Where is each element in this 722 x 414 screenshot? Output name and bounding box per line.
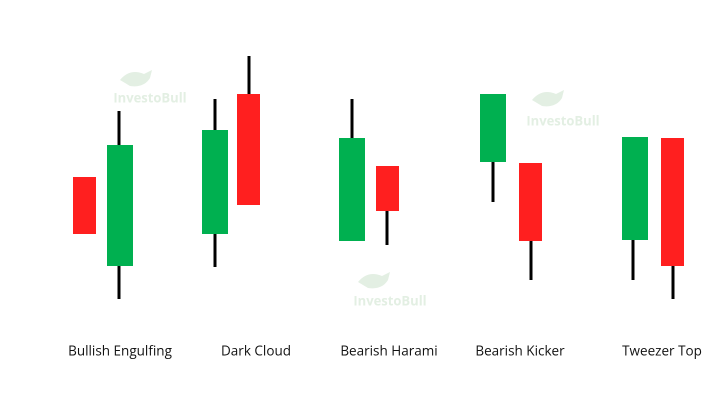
- watermark: InvestoBull: [113, 70, 187, 106]
- bullish-candle: [622, 137, 648, 240]
- bullish-candle: [480, 94, 506, 162]
- pattern-label: Bearish Harami: [340, 342, 437, 360]
- bullish-candle: [107, 145, 133, 266]
- bullish-candle: [339, 138, 365, 241]
- pattern-label: Bullish Engulfing: [68, 342, 172, 360]
- watermark: InvestoBull: [526, 90, 600, 129]
- bullish-candle: [202, 130, 228, 234]
- watermark-text: InvestoBull: [526, 111, 599, 129]
- bearish-candle: [519, 163, 542, 241]
- watermark: InvestoBull: [353, 272, 427, 309]
- bearish-candle: [661, 138, 684, 266]
- watermark-text: InvestoBull: [113, 88, 186, 106]
- watermark-text: InvestoBull: [353, 291, 426, 309]
- pattern-label: Dark Cloud: [221, 342, 291, 360]
- bearish-candle: [73, 177, 96, 234]
- pattern-label: Tweezer Top: [622, 342, 702, 360]
- pattern-label: Bearish Kicker: [475, 342, 565, 360]
- bearish-candle: [237, 94, 260, 205]
- bearish-candle: [376, 166, 399, 211]
